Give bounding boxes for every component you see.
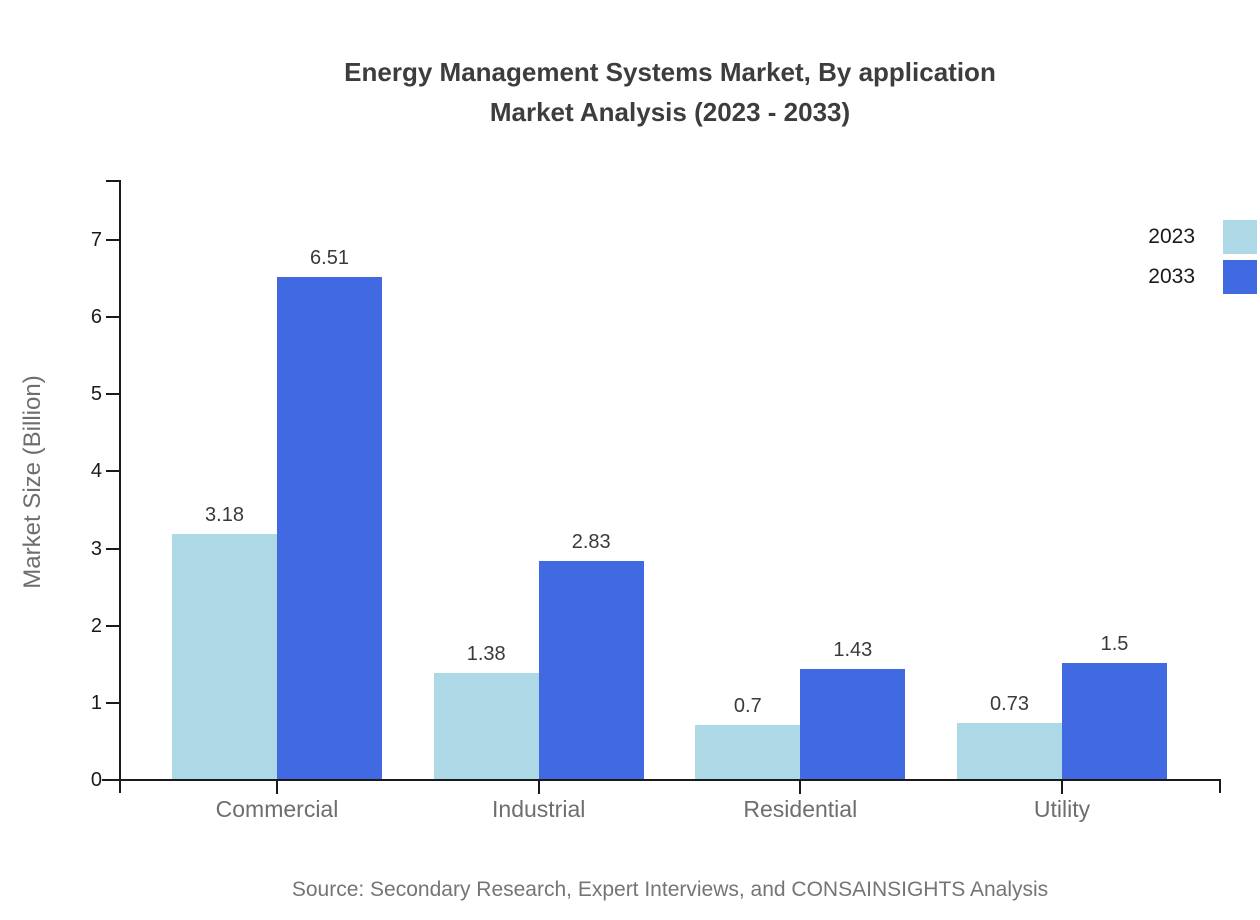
legend-label-2023: 2023 — [1148, 225, 1195, 248]
bar-value-2033-commercial: 6.51 — [310, 246, 349, 269]
y-axis-spine — [119, 180, 121, 793]
bar-value-2023-utility: 0.73 — [990, 692, 1029, 715]
bar-2023-industrial — [433, 672, 539, 779]
x-category-label-utility: Utility — [1033, 796, 1091, 822]
bar-value-2023-commercial: 3.18 — [205, 503, 244, 526]
legend-swatch-2033 — [1223, 260, 1257, 294]
source-attribution: Source: Secondary Research, Expert Inter… — [291, 878, 1049, 901]
y-tick-mark — [106, 547, 120, 550]
bar-2033-commercial — [277, 276, 382, 779]
chart-title-line1: Energy Management Systems Market, By app… — [344, 57, 996, 87]
bar-value-2033-utility: 1.5 — [1100, 633, 1129, 656]
x-category-label-commercial: Commercial — [215, 796, 339, 822]
bar-value-2023-industrial: 1.38 — [466, 642, 506, 665]
x-tick-mark — [799, 781, 802, 794]
bar-2033-industrial — [538, 560, 644, 779]
y-tick-mark — [106, 239, 120, 242]
x-category-label-residential: Residential — [743, 796, 858, 822]
x-category-label-industrial: Industrial — [492, 796, 586, 822]
x-tick-mark — [537, 781, 540, 794]
bar-2033-utility — [1062, 663, 1167, 779]
y-tick-mark — [106, 624, 120, 627]
y-tick-label: 3 — [90, 537, 102, 560]
legend-swatch-2023 — [1223, 220, 1257, 254]
y-axis-top-cap-tick — [106, 180, 120, 182]
chart-title-line2: Market Analysis (2023 - 2033) — [489, 97, 851, 127]
bar-2023-residential — [695, 725, 801, 779]
x-axis-spine — [102, 779, 1221, 781]
y-tick-label: 7 — [90, 229, 102, 252]
y-tick-label: 5 — [90, 383, 102, 406]
bar-value-2023-residential: 0.7 — [733, 695, 762, 717]
y-tick-label: 2 — [90, 614, 102, 637]
chart-title: Energy Management Systems Market, By app… — [80, 52, 1260, 132]
y-tick-label: 1 — [90, 691, 102, 714]
bar-2023-utility — [957, 722, 1062, 779]
bar-value-2033-residential: 1.43 — [833, 638, 873, 661]
y-tick-mark — [106, 316, 120, 319]
bar-2033-residential — [800, 668, 906, 779]
y-tick-label: 4 — [90, 460, 102, 483]
y-tick-mark — [106, 470, 120, 473]
bar-2023-commercial — [172, 533, 277, 779]
y-tick-label: 6 — [90, 306, 102, 329]
y-tick-label: 0 — [90, 769, 102, 791]
legend-label-2033: 2033 — [1148, 265, 1195, 288]
bar-value-2033-industrial: 2.83 — [571, 530, 611, 553]
y-tick-mark — [106, 779, 120, 781]
y-tick-mark — [106, 393, 120, 396]
x-tick-mark — [1061, 781, 1063, 794]
y-tick-mark — [106, 701, 120, 704]
x-axis-right-cap-tick — [1219, 781, 1221, 793]
x-tick-mark — [276, 781, 278, 794]
